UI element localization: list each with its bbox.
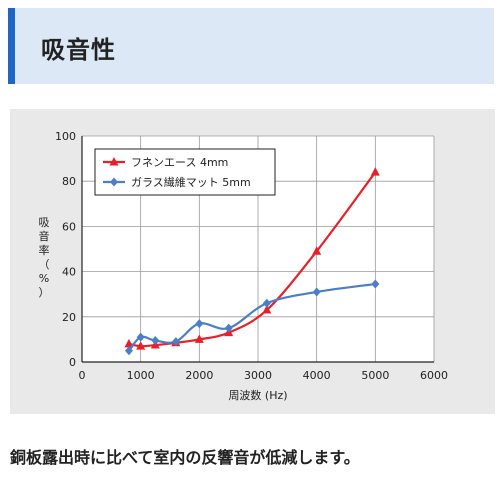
- data-point-funen-ace: [136, 341, 146, 350]
- data-point-funen-ace: [262, 305, 272, 314]
- y-axis-title-char: 率: [39, 243, 50, 257]
- data-point-funen-ace: [124, 338, 134, 348]
- y-tick-label: 60: [62, 220, 76, 233]
- legend-label: フネンエース 4mm: [131, 156, 228, 169]
- data-point-funen-ace: [312, 246, 322, 255]
- y-axis-title-char: %: [39, 272, 49, 285]
- y-axis-title-char: （: [39, 258, 50, 271]
- data-point-glass-fiber: [262, 298, 271, 308]
- legend-box: [94, 148, 276, 196]
- y-tick-label: 0: [69, 356, 76, 369]
- x-tick-label: 1000: [127, 369, 155, 382]
- data-point-funen-ace: [194, 334, 204, 343]
- x-tick-label: 4000: [303, 369, 331, 382]
- y-tick-label: 100: [55, 130, 76, 143]
- x-tick-label: 3000: [244, 369, 272, 382]
- data-point-glass-fiber: [136, 332, 145, 342]
- section-title: 吸音性: [41, 36, 116, 64]
- chart-caption: 銅板露出時に比べて室内の反響音が低減します。: [10, 448, 360, 467]
- legend-swatch-marker: [109, 157, 119, 166]
- x-tick-label: 6000: [420, 369, 448, 382]
- data-point-glass-fiber: [151, 336, 160, 346]
- y-tick-label: 40: [62, 266, 76, 279]
- x-tick-label: 0: [79, 369, 86, 382]
- data-point-glass-fiber: [195, 319, 204, 329]
- x-tick-label: 2000: [185, 369, 213, 382]
- x-tick-label: 5000: [361, 369, 389, 382]
- legend-label: ガラス繊維マット 5mm: [131, 176, 251, 189]
- data-point-glass-fiber: [224, 323, 233, 333]
- y-tick-label: 20: [62, 311, 76, 324]
- section-header: 吸音性: [8, 8, 494, 84]
- data-point-funen-ace: [370, 167, 380, 176]
- y-tick-label: 80: [62, 175, 76, 188]
- x-axis-title: 周波数 (Hz): [228, 389, 287, 402]
- y-axis-title-char: ）: [39, 286, 50, 299]
- legend-swatch-marker: [110, 177, 118, 187]
- chart-panel: 0 20 40 60 80 100 0 1000 2000 3000 4000 5000 6000 周波数…: [10, 109, 495, 414]
- y-axis-title-char: 吸: [39, 216, 50, 229]
- data-point-glass-fiber: [312, 287, 321, 297]
- y-axis-title-char: 音: [39, 229, 50, 243]
- data-point-glass-fiber: [171, 337, 180, 347]
- data-point-glass-fiber: [124, 346, 133, 356]
- data-point-glass-fiber: [371, 279, 380, 289]
